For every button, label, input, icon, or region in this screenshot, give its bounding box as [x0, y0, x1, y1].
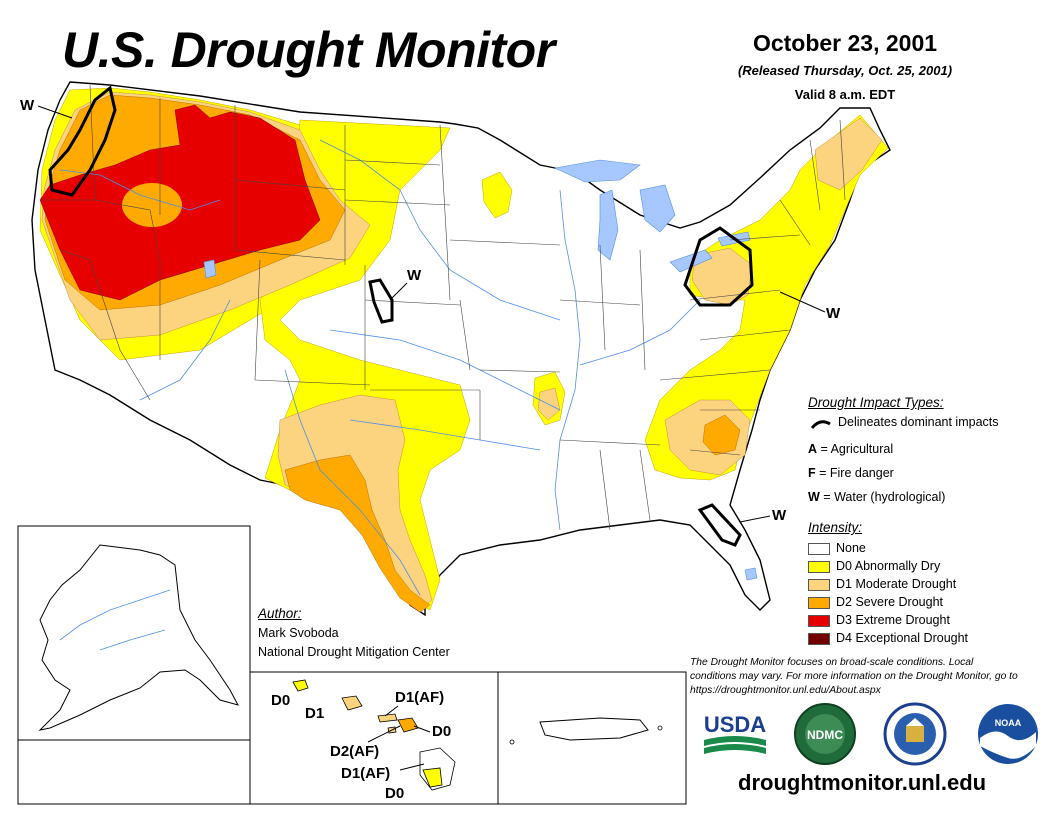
missouri-river — [319, 139, 561, 321]
d1-northeast — [814, 117, 883, 191]
intensity-d0: D0 Abnormally Dry — [808, 559, 940, 573]
red-river — [349, 419, 541, 451]
swatch-d3 — [808, 614, 830, 627]
hawaii-label-group: D0 D1 D1(AF) D2(AF) D0 D1(AF) D0 — [271, 689, 451, 802]
lake-superior — [554, 159, 641, 183]
impact-legend-water: W = Water (hydrological) — [808, 490, 946, 504]
hawaii-label-maui-west: D2(AF) — [330, 743, 379, 760]
water-bodies — [203, 159, 758, 581]
intensity-none: None — [808, 541, 866, 555]
d1-arkansas — [537, 387, 561, 421]
great-salt-lake — [203, 259, 217, 279]
rio-grande — [284, 369, 421, 596]
impact-line-icon — [810, 420, 831, 429]
impact-lines — [48, 85, 754, 547]
oahu-island — [341, 695, 363, 711]
rivers — [59, 139, 701, 596]
intensity-d2: D2 Severe Drought — [808, 595, 943, 609]
d0-wisconsin — [481, 171, 513, 219]
d1-mideast — [691, 247, 753, 306]
noaa-logo: NOAA — [978, 704, 1038, 764]
hawaii-label-maui-east: D0 — [432, 723, 451, 740]
hawaii-label-molokai: D1(AF) — [395, 689, 444, 706]
d2-texas — [284, 454, 431, 613]
hawaii-label-big-island-west: D1(AF) — [341, 765, 390, 782]
disclaimer-text: The Drought Monitor focuses on broad-sca… — [690, 657, 1018, 696]
intensity-d4: D4 Exceptional Drought — [808, 631, 968, 645]
molokai-island — [377, 713, 398, 723]
intensity-d1: D1 Moderate Drought — [808, 577, 956, 591]
intensity-legend-heading: Intensity: — [808, 520, 863, 535]
svg-text:NDMC: NDMC — [807, 728, 843, 742]
hawaii-label-oahu: D1 — [305, 705, 324, 722]
author-organization: National Drought Mitigation Center — [258, 645, 450, 659]
d2-southeast — [702, 414, 741, 456]
pr-island-east — [657, 725, 663, 731]
w-labels: W W W W — [20, 97, 841, 524]
arkansas-river — [329, 329, 561, 411]
author-name: Mark Svoboda — [258, 626, 339, 640]
state-borders — [40, 84, 846, 531]
swatch-d1 — [808, 578, 830, 591]
w-label-nebraska: W — [407, 267, 422, 284]
d2-idaho-patch — [122, 183, 182, 227]
w-label-northwest: W — [20, 97, 35, 114]
w-label-florida: W — [772, 507, 787, 524]
impact-line-midatlantic — [683, 226, 754, 307]
big-island-d0 — [422, 767, 443, 788]
puerto-rico-outline — [539, 717, 649, 741]
impact-line-northwest — [48, 85, 117, 197]
hawaii-islands — [292, 679, 456, 791]
hawaii-inset-frame — [249, 671, 499, 805]
author-heading: Author: — [258, 606, 302, 621]
usda-logo: USDA — [704, 712, 766, 754]
pr-island-small — [509, 739, 515, 745]
impact-legend-heading: Drought Impact Types: — [808, 395, 944, 410]
commerce-seal-logo — [883, 702, 947, 766]
kauai-island — [292, 679, 309, 692]
swatch-none — [808, 542, 830, 555]
hawaii-label-big-island-east: D0 — [385, 785, 404, 802]
swatch-d4 — [808, 632, 830, 645]
map-date: October 23, 2001 — [752, 30, 938, 56]
release-date: (Released Thursday, Oct. 25, 2001) — [737, 63, 953, 78]
map-title: U.S. Drought Monitor — [62, 22, 555, 78]
mississippi-river — [554, 189, 581, 531]
svg-text:USDA: USDA — [704, 712, 766, 737]
w-label-midatlantic: W — [826, 305, 841, 322]
svg-text:NOAA: NOAA — [995, 718, 1022, 728]
swatch-d2 — [808, 596, 830, 609]
lake-okeechobee — [744, 567, 758, 581]
ndmc-logo: NDMC — [794, 703, 856, 765]
impact-line-florida — [697, 503, 742, 547]
ohio-river — [579, 299, 701, 366]
swatch-d0 — [808, 560, 830, 573]
impact-line-nebraska — [368, 278, 394, 324]
lake-erie — [669, 249, 713, 273]
lake-michigan — [597, 189, 619, 261]
impact-legend-delineates: Delineates dominant impacts — [838, 415, 999, 429]
colorado-river — [139, 299, 231, 401]
lake-huron — [639, 184, 676, 233]
valid-time: Valid 8 a.m. EDT — [794, 87, 896, 102]
website-link[interactable]: droughtmonitor.unl.edu — [738, 770, 987, 795]
impact-legend-fire: F = Fire danger — [808, 466, 894, 480]
intensity-d3: D3 Extreme Drought — [808, 613, 950, 627]
impact-legend-agricultural: A = Agricultural — [808, 442, 894, 456]
hawaii-label-kauai: D0 — [271, 692, 290, 709]
alaska-rivers — [59, 589, 171, 651]
